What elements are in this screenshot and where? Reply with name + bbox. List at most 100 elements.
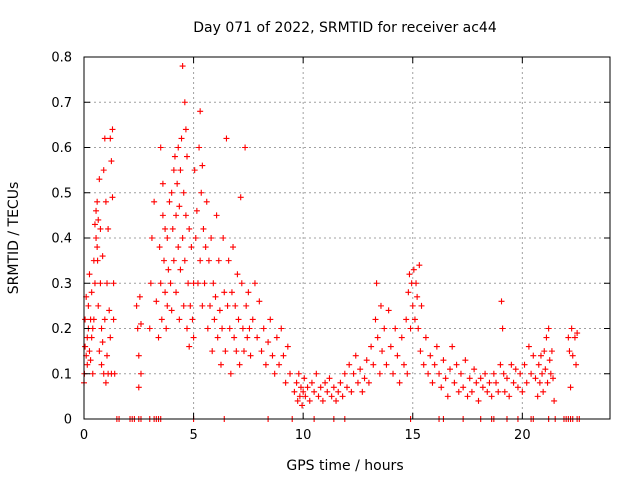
data-point [534,393,541,400]
data-point [234,271,241,278]
data-point [102,379,109,386]
data-point [394,352,401,359]
data-point [164,302,171,309]
data-point [525,343,532,350]
data-point [163,325,170,332]
data-point [171,153,178,160]
data-point [269,352,276,359]
data-point [495,388,502,395]
data-point [235,316,242,323]
data-point [514,384,521,391]
data-point [363,357,370,364]
data-point [547,370,554,377]
data-point [232,302,239,309]
data-point [359,388,366,395]
data-point [97,280,104,287]
data-point [137,320,144,327]
data-point [98,325,105,332]
data-point [153,298,160,305]
data-point [451,379,458,386]
data-point [188,244,195,251]
data-point [368,343,375,350]
data-point [181,99,188,106]
data-point [205,257,212,264]
data-point [374,334,381,341]
data-point [104,352,111,359]
data-point [468,388,475,395]
data-point [238,280,245,287]
data-point [536,379,543,386]
data-point [396,379,403,386]
data-point [200,225,207,232]
data-point [433,343,440,350]
data-point [106,307,113,314]
data-point [110,316,117,323]
data-point [192,235,199,241]
data-point [93,207,100,214]
data-point [284,343,291,350]
data-point [186,343,193,350]
data-point [350,370,357,377]
data-point [379,348,386,355]
data-point [95,302,102,309]
data-point [173,289,180,296]
data-point [97,225,104,232]
data-point [344,384,350,391]
data-point [381,325,388,332]
data-point [109,126,116,133]
data-point [246,325,253,332]
data-point [537,352,544,359]
data-point [96,176,103,183]
data-point [164,235,171,241]
data-point [551,397,558,404]
data-point [528,370,535,377]
data-point [236,361,243,368]
data-point [208,235,215,241]
data-point [151,198,158,205]
data-point [203,198,210,205]
data-point [544,379,551,386]
data-point [90,316,97,323]
data-point [176,316,183,323]
y-tick-label: 0.7 [51,96,72,111]
data-point [422,334,429,341]
data-point [169,225,176,232]
data-point [361,375,368,382]
data-point [109,194,116,201]
data-point [377,302,384,309]
data-point [177,266,184,273]
data-point [348,388,355,395]
data-point [339,393,346,400]
data-point [87,357,94,364]
data-point [197,257,204,264]
data-point [400,361,407,368]
data-point [168,307,175,314]
data-point [100,167,107,174]
data-point [105,225,112,232]
data-point [191,167,198,174]
data-point [256,298,263,305]
data-point [242,144,249,151]
data-point [407,325,414,332]
data-point [209,348,216,355]
data-point [299,402,306,409]
data-point [473,379,480,386]
y-tick-label: 0.2 [51,322,72,337]
data-point [158,316,165,323]
y-tick-label: 0.6 [51,141,72,156]
data-point [442,375,449,382]
data-point [108,158,115,165]
y-tick-label: 0.3 [51,277,72,292]
y-axis-label: SRMTID / TECUs [6,182,22,295]
data-point [89,370,96,377]
data-point [548,348,555,355]
data-point [180,189,187,196]
data-point [282,379,289,386]
data-point [162,289,169,296]
data-point [159,180,166,187]
data-point [175,144,182,151]
data-point [182,212,189,219]
x-tick-label: 0 [80,428,88,443]
data-point [184,153,191,160]
data-point [543,334,550,341]
